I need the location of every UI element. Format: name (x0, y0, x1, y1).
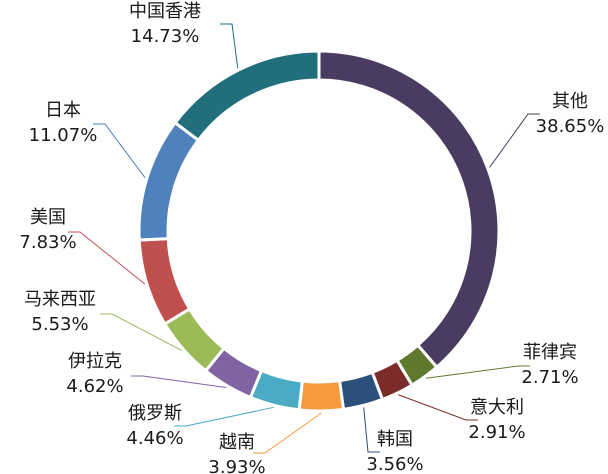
donut-slice (173, 49, 321, 143)
slice-value-label: 2.71% (521, 367, 578, 388)
leader-line (489, 113, 540, 168)
slice-label: 其他 (552, 91, 588, 112)
slice-label: 意大利 (470, 397, 524, 418)
slice-value-label: 7.83% (19, 232, 76, 253)
donut-slice (137, 120, 201, 242)
slice-value-label: 14.73% (131, 26, 200, 47)
leader-line (253, 412, 322, 454)
slice-value-label: 5.53% (31, 314, 88, 335)
slice-label: 俄罗斯 (128, 403, 182, 424)
leader-line (363, 407, 380, 453)
slice-label: 日本 (45, 100, 81, 121)
leader-line (220, 23, 239, 69)
slice-value-label: 4.46% (126, 428, 183, 449)
leader-line (174, 406, 274, 427)
slice-value-label: 11.07% (29, 125, 98, 146)
slice-label: 马来西亚 (24, 289, 96, 310)
slice-value-label: 2.91% (468, 422, 525, 443)
leader-line (131, 375, 227, 388)
leader-line (100, 313, 182, 351)
slice-label: 中国香港 (129, 1, 201, 22)
slice-label: 伊拉克 (68, 351, 122, 372)
slice-label: 美国 (30, 207, 66, 228)
leader-line (425, 365, 530, 379)
donut-slice (317, 49, 501, 370)
slice-value-label: 3.56% (366, 454, 423, 474)
slice-value-label: 3.93% (208, 457, 265, 474)
slice-label: 菲律宾 (523, 342, 577, 363)
slice-value-label: 38.65% (536, 116, 605, 137)
donut-slice (297, 378, 346, 413)
slice-value-label: 4.62% (66, 376, 123, 397)
slice-label: 越南 (219, 432, 255, 453)
leader-line (68, 231, 146, 285)
slice-label: 韩国 (377, 429, 413, 450)
leader-line (93, 123, 146, 178)
leader-line (398, 394, 478, 421)
donut-slice (137, 237, 192, 326)
